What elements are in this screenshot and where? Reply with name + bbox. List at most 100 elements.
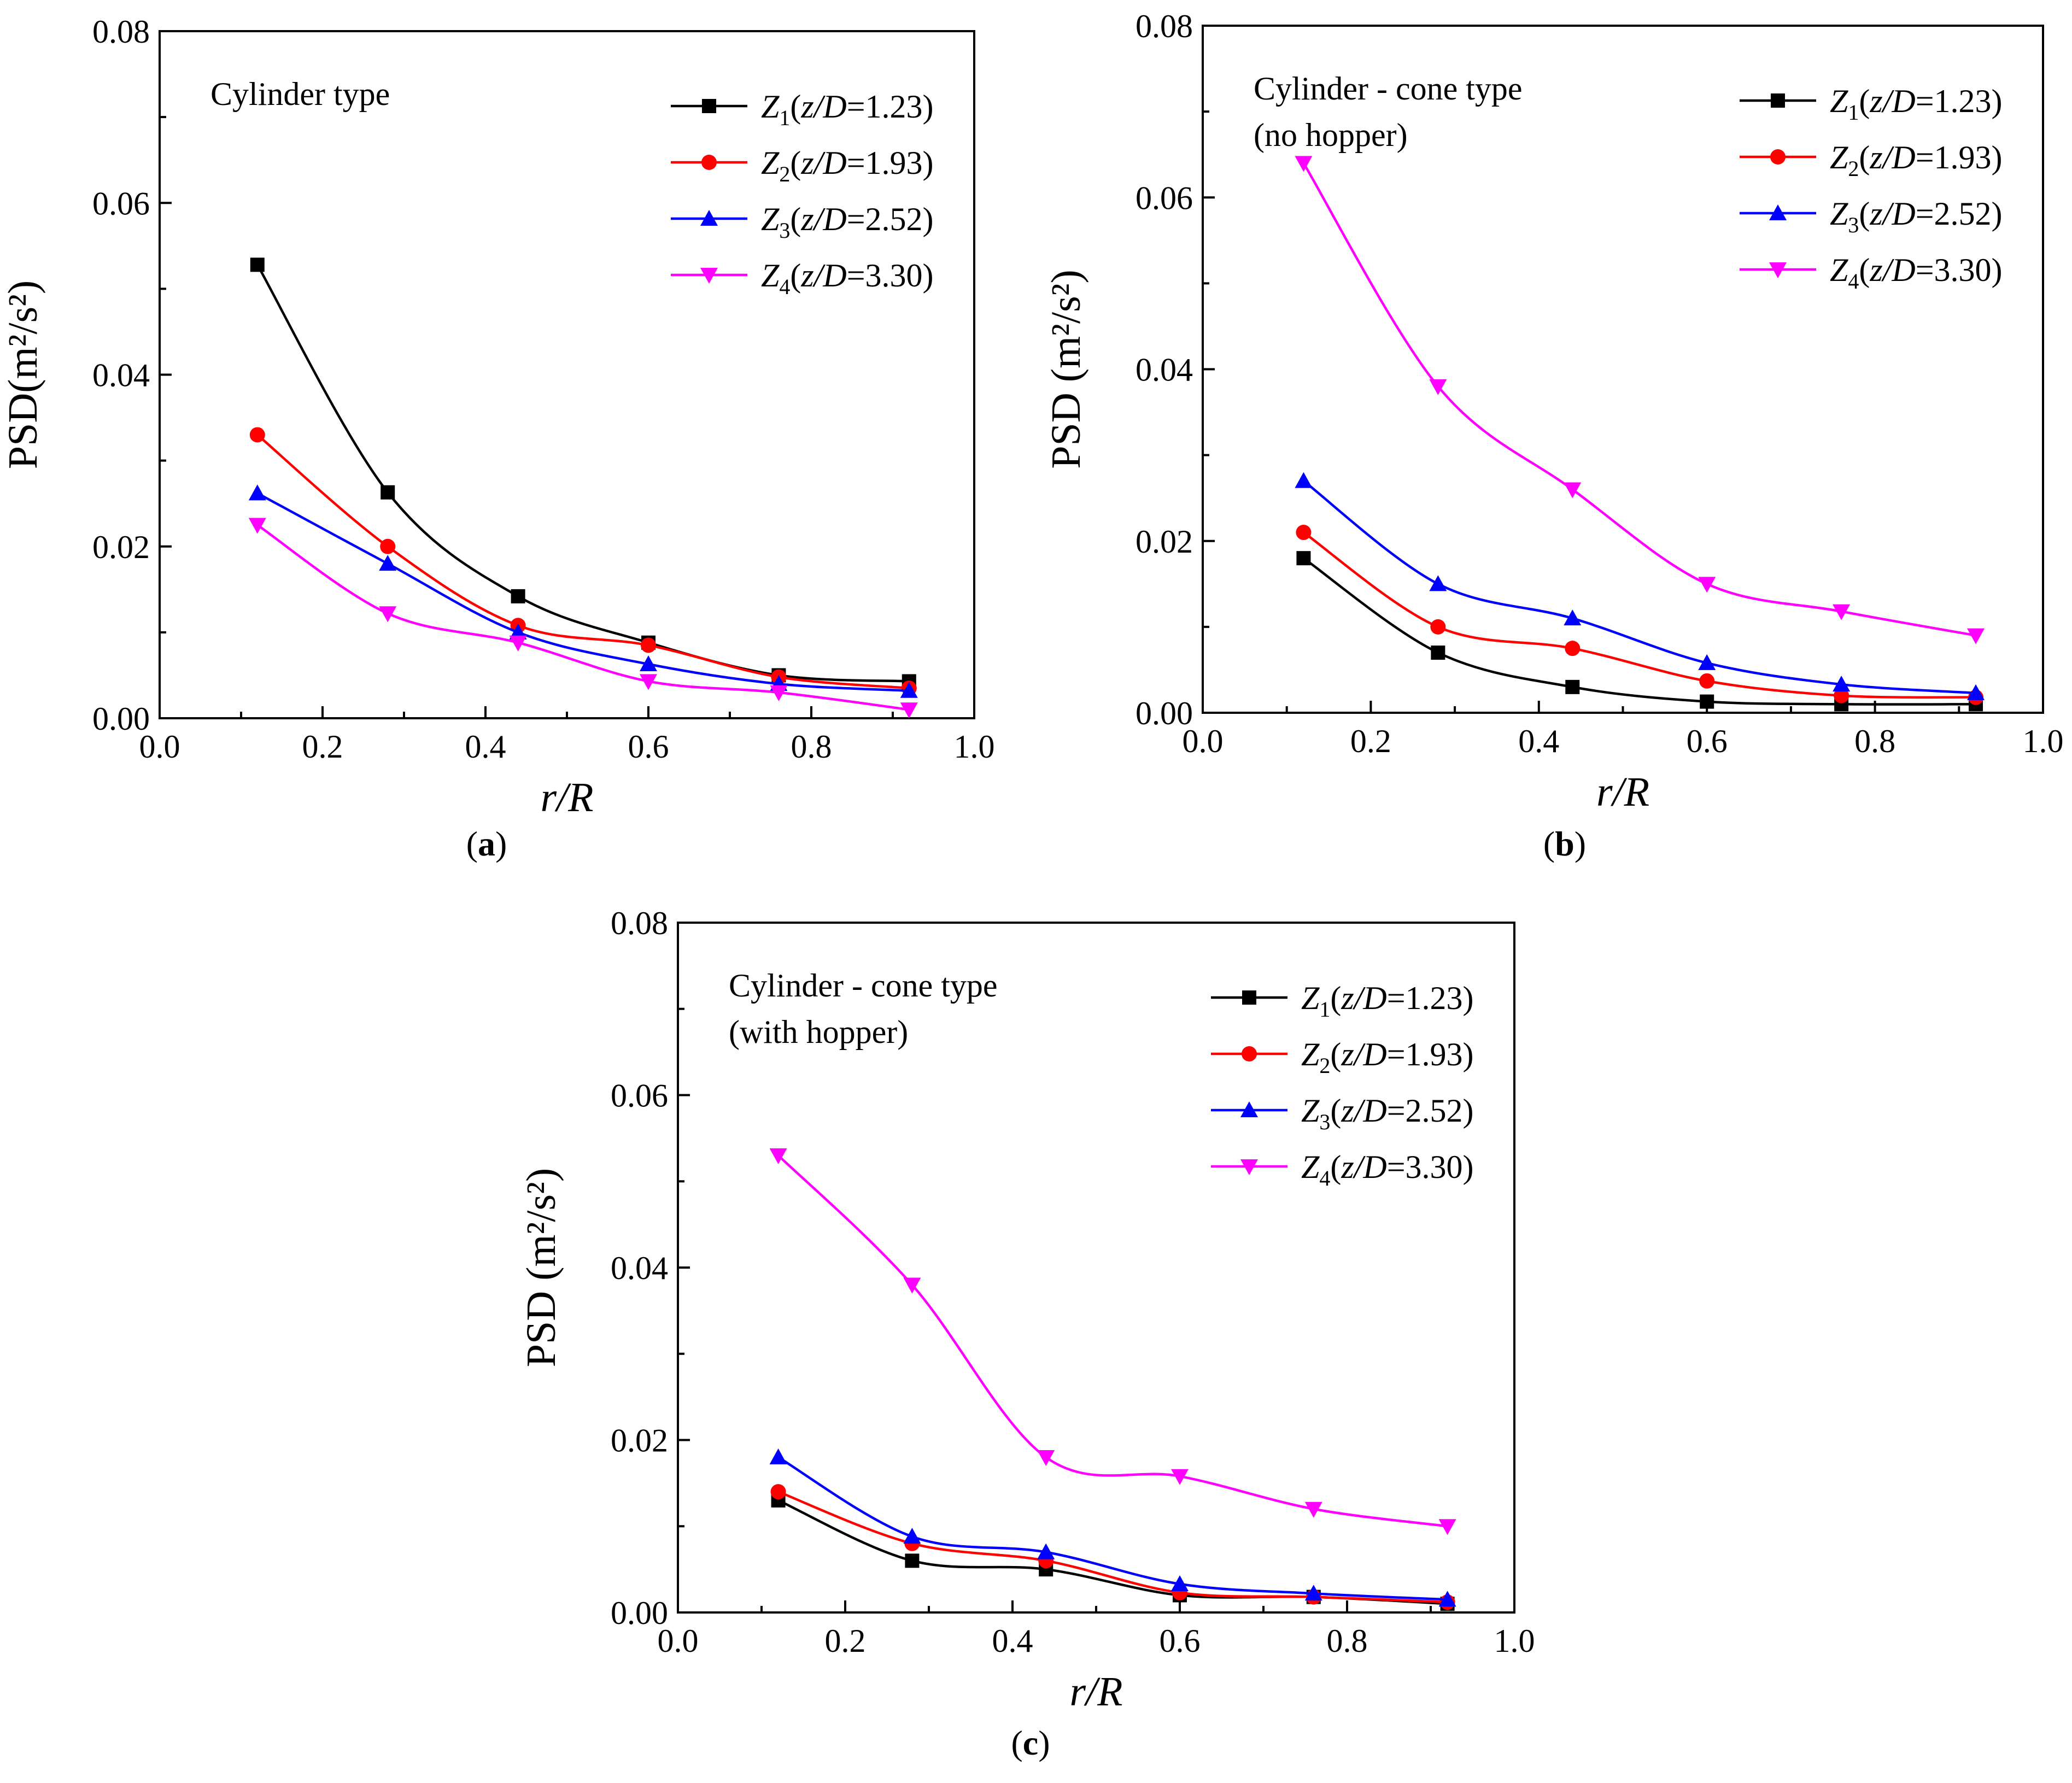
legend-var: Z xyxy=(761,257,780,294)
legend-value: =3.30) xyxy=(847,257,934,294)
panel-label-letter: a xyxy=(478,824,495,863)
x-tick-label: 0.6 xyxy=(628,729,669,765)
legend-entry: Z2(z/D=1.93) xyxy=(1211,1036,1474,1078)
series-Z3 xyxy=(769,1448,1456,1607)
data-point xyxy=(1295,156,1313,172)
data-point xyxy=(250,257,265,272)
x-axis-title: r/R xyxy=(540,775,593,820)
legend-value: =1.93) xyxy=(1387,1036,1474,1072)
data-point xyxy=(903,1277,921,1294)
legend-ratio: z/D xyxy=(1341,1093,1386,1129)
x-axis-title: r/R xyxy=(1596,769,1649,815)
series-Z1 xyxy=(250,257,916,689)
legend-subscript: 1 xyxy=(1848,100,1859,125)
series-Z2 xyxy=(1296,525,1984,705)
data-point xyxy=(379,606,397,623)
legend-ratio: z/D xyxy=(1869,196,1915,232)
legend-ratio: z/D xyxy=(800,257,846,294)
legend-paren: ( xyxy=(790,145,801,181)
legend-entry: Z3(z/D=2.52) xyxy=(671,201,934,243)
y-tick-label: 0.02 xyxy=(92,529,150,565)
legend-subscript: 4 xyxy=(779,274,790,299)
series-line xyxy=(777,1456,1448,1601)
legend-ratio: z/D xyxy=(800,145,846,181)
panel-annotation: (no hopper) xyxy=(1254,117,1408,153)
legend-label: Z2(z/D=1.93) xyxy=(1830,139,2003,181)
legend-paren: ( xyxy=(790,257,801,294)
legend-entry: Z1(z/D=1.23) xyxy=(671,89,934,130)
data-point xyxy=(905,1553,920,1568)
legend-subscript: 1 xyxy=(1319,997,1330,1022)
data-point xyxy=(1967,628,1985,644)
panel-annotation: (with hopper) xyxy=(729,1014,908,1050)
y-tick-label: 0.08 xyxy=(1135,8,1193,44)
legend-value: =2.52) xyxy=(847,201,934,237)
legend-value: =1.23) xyxy=(1916,83,2003,119)
y-tick-label: 0.06 xyxy=(92,185,150,221)
panel-label: (b) xyxy=(1543,824,1586,863)
y-tick-label: 0.00 xyxy=(92,701,150,737)
data-point xyxy=(900,682,918,698)
x-tick-label: 0.4 xyxy=(465,729,506,765)
data-point xyxy=(1834,688,1849,703)
data-point xyxy=(770,1484,786,1500)
legend-subscript: 3 xyxy=(1848,213,1859,237)
legend-var: Z xyxy=(761,145,780,181)
data-point xyxy=(1171,1469,1189,1485)
legend-ratio: z/D xyxy=(1869,83,1915,119)
x-tick-label: 0.4 xyxy=(1518,723,1559,759)
data-point xyxy=(1304,1502,1322,1518)
x-tick-label: 0.8 xyxy=(791,729,832,765)
y-tick-label: 0.08 xyxy=(611,905,668,941)
legend-label: Z3(z/D=2.52) xyxy=(761,201,934,243)
legend-entry: Z4(z/D=3.30) xyxy=(1211,1149,1474,1190)
panel-annotation: Cylinder type xyxy=(210,76,390,112)
data-point xyxy=(1171,1575,1189,1591)
series-line xyxy=(256,433,909,690)
legend-subscript: 4 xyxy=(1848,269,1859,294)
legend-label: Z4(z/D=3.30) xyxy=(1301,1149,1474,1190)
y-axis-title: PSD (m²/s²) xyxy=(1043,269,1089,468)
data-point xyxy=(640,655,657,672)
data-point xyxy=(1431,646,1445,660)
y-tick-label: 0.08 xyxy=(92,14,150,50)
panel-label-open: ( xyxy=(1011,1723,1022,1762)
y-axis-title: PSD(m²/s²) xyxy=(0,280,46,469)
legend-label: Z4(z/D=3.30) xyxy=(1830,252,2003,294)
x-tick-label: 0.6 xyxy=(1687,723,1728,759)
data-point xyxy=(1564,482,1582,498)
series-Z1 xyxy=(1296,551,1983,712)
legend-paren: ( xyxy=(1330,980,1341,1016)
data-point xyxy=(379,555,397,571)
legend-var: Z xyxy=(1301,1036,1320,1072)
y-tick-label: 0.04 xyxy=(1135,352,1193,388)
y-tick-label: 0.06 xyxy=(1135,180,1193,216)
legend-label: Z1(z/D=1.23) xyxy=(1830,83,2003,125)
legend-marker xyxy=(1240,1159,1258,1175)
legend-ratio: z/D xyxy=(1869,252,1915,288)
legend-var: Z xyxy=(1830,139,1848,175)
data-point xyxy=(1295,472,1313,488)
chart-panel-c: 0.0 0.2 0.4 0.6 0.8 1.0 0.00 0.02 0.04 0.06 0.08 r/… xyxy=(518,905,1535,1762)
panel-label-close: ) xyxy=(1575,824,1586,863)
y-tick-label: 0.00 xyxy=(1135,695,1193,731)
series-Z3 xyxy=(1295,472,1985,700)
data-point xyxy=(249,427,265,443)
legend-value: =3.30) xyxy=(1916,252,2003,288)
data-point xyxy=(1699,673,1715,689)
data-point xyxy=(1564,609,1582,626)
panel-label: (c) xyxy=(1011,1723,1050,1762)
data-point xyxy=(1833,604,1851,620)
legend-subscript: 2 xyxy=(1848,156,1859,181)
legend-value: =1.93) xyxy=(847,145,934,181)
legend-label: Z2(z/D=1.93) xyxy=(1301,1036,1474,1078)
legend-entry: Z1(z/D=1.23) xyxy=(1211,980,1474,1022)
data-point xyxy=(1700,694,1714,709)
data-point xyxy=(1296,525,1312,541)
panel-label-letter: b xyxy=(1555,824,1575,863)
data-point xyxy=(1037,1450,1055,1467)
legend-value: =1.93) xyxy=(1916,139,2003,175)
series-line xyxy=(1303,531,1976,699)
x-tick-label: 0.6 xyxy=(1160,1623,1201,1659)
